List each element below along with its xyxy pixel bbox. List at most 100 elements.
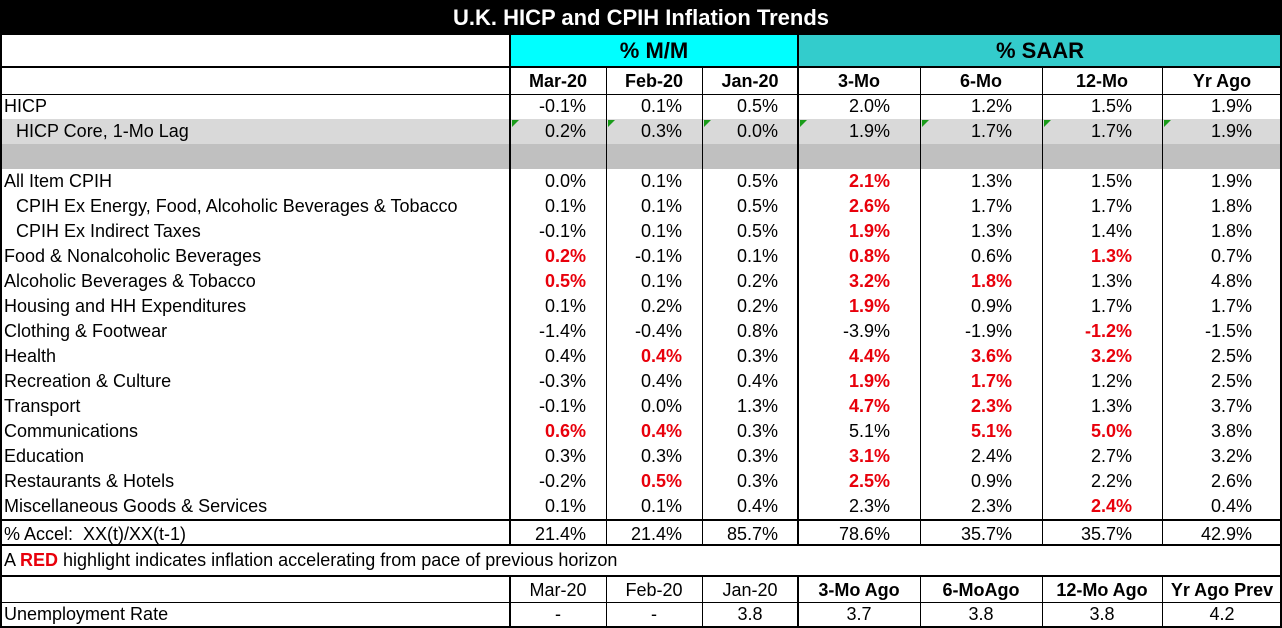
value-cell: 1.9% xyxy=(1162,119,1282,144)
unemp-label: Unemployment Rate xyxy=(4,604,169,624)
row-label: Alcoholic Beverages & Tobacco xyxy=(4,271,256,291)
table-row: Communications 0.6% 0.4% 0.3% 5.1% 5.1% 5.0% 3.… xyxy=(0,419,1282,444)
column-rule xyxy=(920,577,921,626)
comment-marker-icon xyxy=(608,120,615,127)
row-label xyxy=(4,144,505,169)
column-rule xyxy=(1162,68,1163,519)
row-label: HICP xyxy=(4,96,48,116)
comment-marker-icon xyxy=(512,120,519,127)
column-rule xyxy=(702,521,703,544)
table-row: Restaurants & Hotels -0.2% 0.5% 0.3% 2.5% 0.9… xyxy=(0,469,1282,494)
value-cell: 0.3% xyxy=(640,446,682,466)
row-label: Transport xyxy=(4,396,81,416)
value-cell: 1.3% xyxy=(1090,246,1132,266)
value-cell: 1.9% xyxy=(848,296,890,316)
value-cell: -0.2% xyxy=(538,471,586,491)
value-cell: 2.3% xyxy=(848,496,890,516)
value-cell: 0.9% xyxy=(970,471,1012,491)
value-cell: 0.3% xyxy=(544,446,586,466)
value-cell: 0.0% xyxy=(544,171,586,191)
value-cell: 1.2% xyxy=(970,96,1012,116)
table-row: All Item CPIH 0.0% 0.1% 0.5% 2.1% 1.3% 1.5% 1.9… xyxy=(0,169,1282,194)
value-cell: 0.9% xyxy=(970,296,1012,316)
column-header: Jan-20 xyxy=(721,70,779,91)
value-cell: 0.4% xyxy=(640,421,682,441)
rule-above-accel xyxy=(0,519,1282,521)
value-cell: 1.4% xyxy=(1090,221,1132,241)
comment-marker-icon xyxy=(1044,120,1051,127)
value-cell: -0.4% xyxy=(634,321,682,341)
column-rule xyxy=(702,68,703,519)
note-red-word: RED xyxy=(20,550,59,570)
row-label: Education xyxy=(4,446,85,466)
value-cell: 0.2% xyxy=(640,296,682,316)
value-cell: 1.9% xyxy=(848,221,890,241)
value-cell: 0.3% xyxy=(736,446,778,466)
value-cell: 0.2% xyxy=(736,271,778,291)
value-cell: -0.1% xyxy=(538,396,586,416)
row-label: HICP Core, 1-Mo Lag xyxy=(16,121,189,141)
column-rule xyxy=(920,68,921,519)
column-rule xyxy=(920,521,921,544)
page-title: U.K. HICP and CPIH Inflation Trends xyxy=(452,4,830,30)
column-rule xyxy=(1162,521,1163,544)
note-suffix: highlight indicates inflation accelerati… xyxy=(58,550,618,570)
value-cell: 2.3% xyxy=(970,396,1012,416)
unemp-column-header: 6-MoAgo xyxy=(942,579,1020,600)
table-row: CPIH Ex Energy, Food, Alcoholic Beverage… xyxy=(0,194,1282,219)
value-cell: 0.4% xyxy=(736,496,778,516)
value-cell: 0.4% xyxy=(640,346,682,366)
value-cell: 3.6% xyxy=(970,346,1012,366)
value-cell: 0.3% xyxy=(606,119,702,144)
unemp-value: - xyxy=(651,604,657,624)
value-cell: 4.8% xyxy=(1210,271,1252,291)
value-cell: 0.1% xyxy=(544,296,586,316)
value-cell: 2.5% xyxy=(1210,371,1252,391)
note-text: A RED highlight indicates inflation acce… xyxy=(4,546,1274,575)
vrule-mm-saar-ue xyxy=(797,577,799,626)
value-cell: 0.5% xyxy=(544,271,586,291)
rule-below-column-header xyxy=(0,94,1282,95)
value-cell: -1.4% xyxy=(538,321,586,341)
value-cell: 3.2% xyxy=(848,271,890,291)
value-cell: 0.8% xyxy=(848,246,890,266)
value-cell: 1.3% xyxy=(1090,396,1132,416)
unemp-column-header: 3-Mo Ago xyxy=(818,579,900,600)
value-cell: -0.1% xyxy=(634,246,682,266)
column-rule xyxy=(702,577,703,626)
column-header: 12-Mo xyxy=(1075,70,1128,91)
value-cell: 5.1% xyxy=(970,421,1012,441)
column-rule xyxy=(1162,577,1163,626)
value-cell: 2.5% xyxy=(1210,346,1252,366)
unemp-value: 3.8 xyxy=(737,604,763,624)
value-cell: -0.3% xyxy=(538,371,586,391)
column-rule xyxy=(606,577,607,626)
value-cell: 0.1% xyxy=(544,196,586,216)
column-header: Mar-20 xyxy=(528,70,588,91)
table-row: HICP Core, 1-Mo Lag 0.2% 0.3% 0.0% 1.9% 1.7% 1… xyxy=(0,119,1282,144)
value-cell: 0.5% xyxy=(640,471,682,491)
value-cell xyxy=(1042,144,1162,169)
comment-marker-icon xyxy=(800,120,807,127)
row-label: CPIH Ex Indirect Taxes xyxy=(16,221,201,241)
value-cell: 2.4% xyxy=(970,446,1012,466)
rule-below-accel xyxy=(0,544,1282,546)
unemp-value: 3.8 xyxy=(968,604,994,624)
value-cell: 0.2% xyxy=(544,246,586,266)
accel-value: 35.7% xyxy=(1080,523,1132,544)
table-row: Alcoholic Beverages & Tobacco 0.5% 0.1% 0.2… xyxy=(0,269,1282,294)
value-cell: 0.3% xyxy=(736,346,778,366)
table-row: Food & Nonalcoholic Beverages 0.2% -0.1% 0.… xyxy=(0,244,1282,269)
value-cell: 2.3% xyxy=(970,496,1012,516)
vrule-label-ue xyxy=(509,577,511,626)
unemp-column-header: Yr Ago Prev xyxy=(1170,579,1274,600)
value-cell: 1.3% xyxy=(970,171,1012,191)
value-cell: 3.7% xyxy=(1210,396,1252,416)
column-rule xyxy=(1042,68,1043,519)
value-cell: 3.2% xyxy=(1090,346,1132,366)
value-cell: 2.1% xyxy=(848,171,890,191)
table-row: CPIH Ex Indirect Taxes -0.1% 0.1% 0.5% 1.9% 1… xyxy=(0,219,1282,244)
row-label: All Item CPIH xyxy=(4,171,113,191)
row-label: Recreation & Culture xyxy=(4,371,172,391)
value-cell: 0.4% xyxy=(544,346,586,366)
